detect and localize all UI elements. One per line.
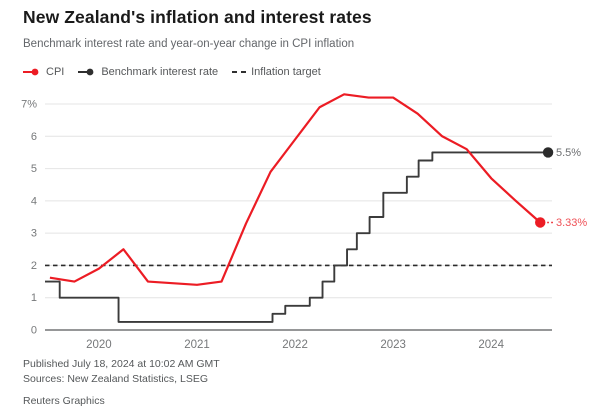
y-tick-label: 5 (31, 163, 37, 175)
sources-line: Sources: New Zealand Statistics, LSEG (23, 373, 208, 385)
chart-subtitle: Benchmark interest rate and year-on-year… (23, 38, 355, 50)
y-tick-label: 2 (31, 260, 37, 272)
chart-svg: 0 1 2 3 4 5 6 7% 2020 2021 2022 2023 2024 5.5% 3.33% (21, 93, 587, 351)
legend-item-benchmark: Benchmark interest rate (78, 66, 218, 78)
y-tick-label: 3 (31, 228, 37, 240)
page-title: New Zealand's inflation and interest rat… (23, 7, 372, 27)
benchmark-rate-line (45, 151, 549, 323)
y-tick-label: 1 (31, 292, 37, 304)
cpi-line-dot-icon (23, 68, 39, 76)
x-tick-label: 2024 (478, 339, 504, 351)
legend: CPI Benchmark interest rate Inflation ta… (23, 66, 321, 78)
legend-item-cpi: CPI (23, 66, 64, 78)
published-timestamp: Published July 18, 2024 at 10:02 AM GMT (23, 358, 220, 370)
x-tick-label: 2022 (282, 339, 308, 351)
y-tick-label: 7% (21, 99, 37, 111)
legend-label-cpi: CPI (46, 66, 65, 78)
legend-item-inflation-target: Inflation target (232, 66, 321, 78)
dashed-line-icon (232, 71, 247, 73)
benchmark-line-dot-icon (78, 68, 94, 76)
y-tick-label: 0 (31, 325, 37, 337)
chart: 0 1 2 3 4 5 6 7% 2020 2021 2022 2023 2024 5.5% 3.33% (0, 85, 606, 358)
y-tick-label: 6 (31, 131, 37, 143)
x-tick-label: 2023 (380, 339, 406, 351)
cpi-end-dot (535, 217, 546, 228)
cpi-end-label: 3.33% (556, 217, 587, 229)
legend-label-inflation-target: Inflation target (251, 66, 321, 78)
cpi-line (49, 93, 541, 286)
x-tick-label: 2021 (184, 339, 210, 351)
legend-label-benchmark: Benchmark interest rate (101, 66, 219, 78)
x-tick-label: 2020 (86, 339, 112, 351)
benchmark-end-label: 5.5% (556, 147, 581, 159)
benchmark-end-dot (542, 147, 554, 158)
y-tick-label: 4 (31, 195, 37, 207)
footer: Published July 18, 2024 at 10:02 AM GMT … (23, 357, 220, 409)
reuters-graphics-credit: Reuters Graphics (23, 395, 105, 407)
